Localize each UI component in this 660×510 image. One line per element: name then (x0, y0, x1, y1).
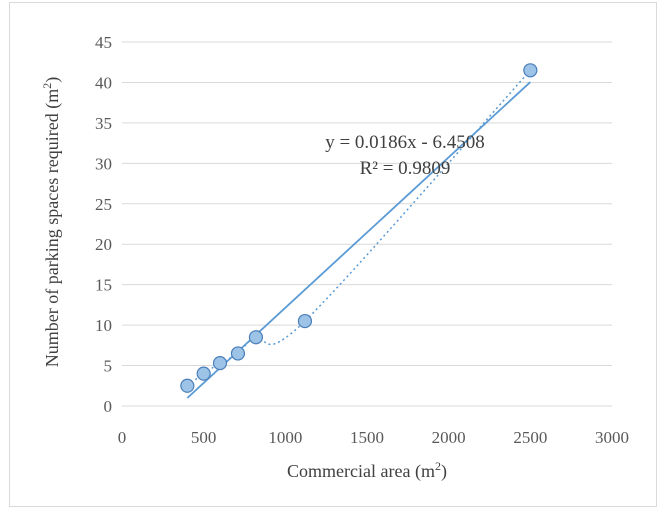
trendline-equation: y = 0.0186x - 6.4508 (325, 132, 485, 153)
y-tick-label: 35 (95, 114, 112, 133)
x-tick-label: 2000 (432, 428, 466, 447)
data-point (523, 63, 538, 78)
y-tick-label: 40 (95, 73, 112, 92)
x-tick-label: 0 (118, 428, 127, 447)
x-tick-label: 1500 (350, 428, 384, 447)
trendline (186, 81, 531, 399)
y-tick-label: 30 (95, 154, 112, 173)
chart-area (9, 2, 657, 507)
linear-trendline (186, 81, 531, 399)
y-tick-label: 10 (95, 316, 112, 335)
smooth-connector-line (186, 69, 531, 387)
x-tick-label: 500 (191, 428, 217, 447)
x-tick-label: 1000 (268, 428, 302, 447)
y-tick-label: 15 (95, 276, 112, 295)
x-axis-ticks: 0 500 1000 1500 2000 2500 3000 (118, 428, 629, 447)
data-point (248, 330, 264, 345)
smooth-line (186, 69, 531, 387)
data-points (180, 63, 538, 393)
x-tick-label: 3000 (595, 428, 629, 447)
data-point (230, 346, 246, 361)
gridlines (122, 41, 612, 367)
y-tick-label: 5 (104, 357, 113, 376)
y-tick-label: 0 (104, 397, 113, 416)
x-tick-label: 2500 (513, 428, 547, 447)
data-point (180, 378, 195, 393)
y-axis-title: Number of parking spaces required (m2) (40, 77, 63, 367)
y-tick-label: 45 (95, 33, 112, 52)
data-point (196, 366, 211, 381)
y-tick-label: 20 (95, 235, 112, 254)
data-point (212, 356, 228, 371)
y-axis-ticks: 0 5 10 15 20 25 30 35 40 45 (95, 33, 112, 416)
data-point (297, 313, 313, 329)
x-axis-title: Commercial area (m2) (287, 459, 447, 482)
y-tick-label: 25 (95, 195, 112, 214)
r-squared-label: R² = 0.9809 (360, 158, 451, 179)
